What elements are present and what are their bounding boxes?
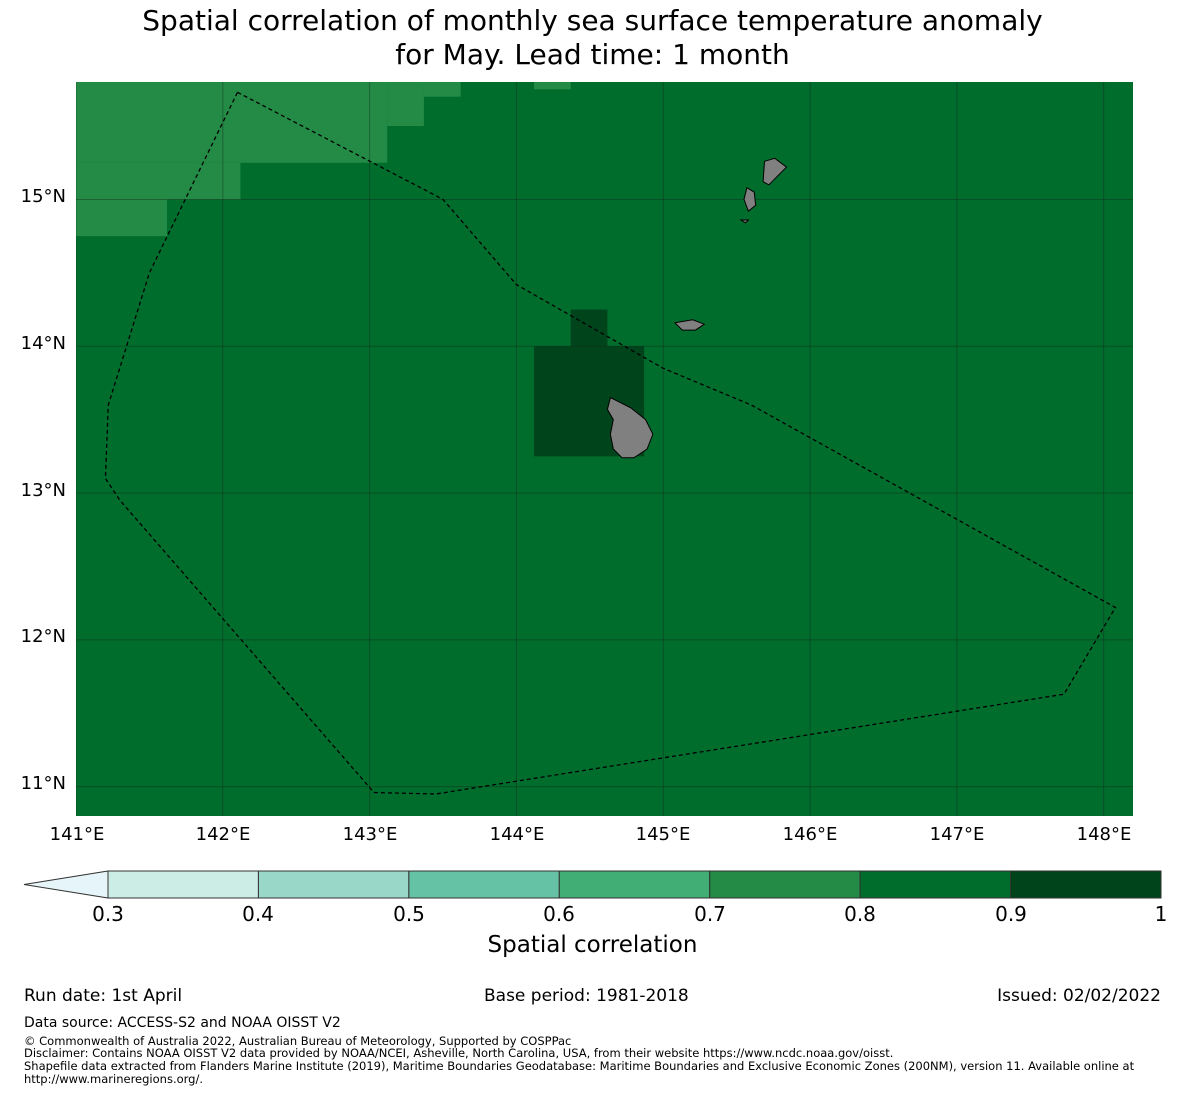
run-date: Run date: 1st April	[24, 986, 183, 1006]
correlation-cell-mid-2	[423, 82, 461, 97]
colorbar-tick-0-3: 0.3	[92, 902, 124, 926]
colorbar-graphic	[23, 870, 1162, 899]
correlation-cell-mid-1	[387, 82, 424, 127]
colorbar-segment-5	[859, 870, 1012, 899]
copyright-notice: © Commonwealth of Australia 2022, Austra…	[24, 1034, 572, 1048]
lat-label-14: 14°N	[20, 333, 66, 354]
correlation-map	[76, 82, 1133, 816]
colorbar-tick-0-6: 0.6	[543, 902, 575, 926]
island-guam	[606, 396, 654, 459]
colorbar-tick-0-9: 0.9	[995, 902, 1027, 926]
colorbar-segment-1	[257, 870, 410, 899]
lon-label-143: 143°E	[342, 824, 398, 845]
correlation-cell-mid-0	[76, 82, 388, 163]
colorbar	[0, 866, 1185, 906]
colorbar-segment-4	[709, 870, 861, 899]
eez-boundary-line	[104, 91, 1117, 795]
island-saipan	[762, 157, 788, 186]
colorbar-tick-0-7: 0.7	[694, 902, 726, 926]
map-panel	[76, 82, 1133, 816]
chart-title: Spatial correlation of monthly sea surfa…	[0, 4, 1185, 72]
colorbar-under-arrow	[23, 870, 109, 899]
lon-label-145: 145°E	[635, 824, 691, 845]
lat-label-15: 15°N	[20, 186, 66, 207]
lat-label-13: 13°N	[20, 480, 66, 501]
lon-label-144: 144°E	[489, 824, 545, 845]
correlation-cell-mid-5	[76, 199, 168, 237]
colorbar-tick-0-4: 0.4	[242, 902, 274, 926]
disclaimer: Disclaimer: Contains NOAA OISST V2 data …	[24, 1046, 894, 1060]
colorbar-tick-0-5: 0.5	[393, 902, 425, 926]
island-aguijan	[739, 219, 750, 224]
title-line-2: for May. Lead time: 1 month	[395, 38, 790, 71]
colorbar-label: Spatial correlation	[487, 932, 698, 958]
island-rota	[673, 319, 706, 331]
correlation-cell-mid-4	[76, 162, 241, 200]
lon-label-146: 146°E	[782, 824, 838, 845]
shapefile-credit: Shapefile data extracted from Flanders M…	[24, 1059, 1135, 1086]
colorbar-segment-2	[408, 870, 560, 899]
colorbar-tick-0-8: 0.8	[844, 902, 876, 926]
lon-label-141: 141°E	[49, 824, 105, 845]
base-period: Base period: 1981-2018	[484, 986, 689, 1006]
lon-label-148: 148°E	[1076, 824, 1132, 845]
island-tinian	[743, 186, 757, 213]
lon-label-147: 147°E	[929, 824, 985, 845]
issued-date: Issued: 02/02/2022	[997, 986, 1161, 1006]
title-line-1: Spatial correlation of monthly sea surfa…	[142, 4, 1043, 37]
data-source: Data source: ACCESS-S2 and NOAA OISST V2	[24, 1015, 341, 1031]
colorbar-tick-1: 1	[1154, 902, 1168, 926]
lat-label-11: 11°N	[20, 773, 66, 794]
colorbar-segment-0	[107, 870, 259, 899]
colorbar-segment-6	[1010, 870, 1162, 899]
colorbar-segment-3	[558, 870, 711, 899]
correlation-cell-high-7	[570, 309, 608, 347]
lon-label-142: 142°E	[195, 824, 251, 845]
correlation-cell-mid-3	[534, 82, 571, 90]
lat-label-12: 12°N	[20, 626, 66, 647]
